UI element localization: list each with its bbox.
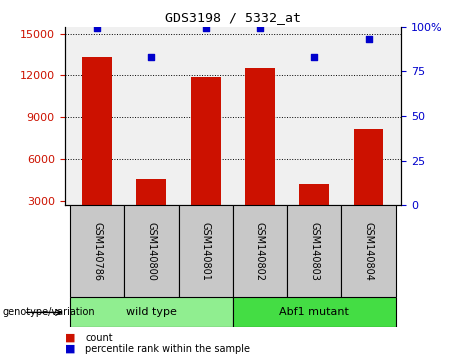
Bar (354, 129, 384, 243)
Point (365, 36, 372, 42)
Bar (82, 57, 112, 243)
Bar (178, 205, 233, 297)
Bar (70, 205, 124, 297)
Bar (136, 179, 166, 243)
Text: ■: ■ (65, 344, 75, 354)
Point (256, 25, 264, 31)
Text: GSM140801: GSM140801 (201, 222, 211, 281)
Text: wild type: wild type (126, 307, 177, 318)
Point (202, 25, 209, 31)
Text: GSM140802: GSM140802 (255, 222, 265, 281)
Bar (341, 205, 396, 297)
Point (94, 25, 101, 31)
Text: genotype/variation: genotype/variation (2, 307, 95, 318)
Bar (233, 205, 287, 297)
Bar (233, 297, 396, 327)
Text: Abf1 mutant: Abf1 mutant (279, 307, 349, 318)
Point (311, 54, 318, 60)
Bar (70, 297, 233, 327)
Point (148, 54, 155, 60)
Bar (191, 77, 221, 243)
Text: GSM140800: GSM140800 (147, 222, 156, 281)
Text: count: count (85, 333, 113, 343)
Bar (124, 205, 178, 297)
Text: GSM140803: GSM140803 (309, 222, 319, 281)
Bar (287, 205, 341, 297)
Bar (245, 68, 275, 243)
Text: GSM140804: GSM140804 (364, 222, 373, 281)
Title: GDS3198 / 5332_at: GDS3198 / 5332_at (165, 11, 301, 24)
Bar (299, 184, 329, 243)
Text: ■: ■ (65, 333, 75, 343)
Text: percentile rank within the sample: percentile rank within the sample (85, 344, 250, 354)
Text: GSM140786: GSM140786 (92, 222, 102, 281)
